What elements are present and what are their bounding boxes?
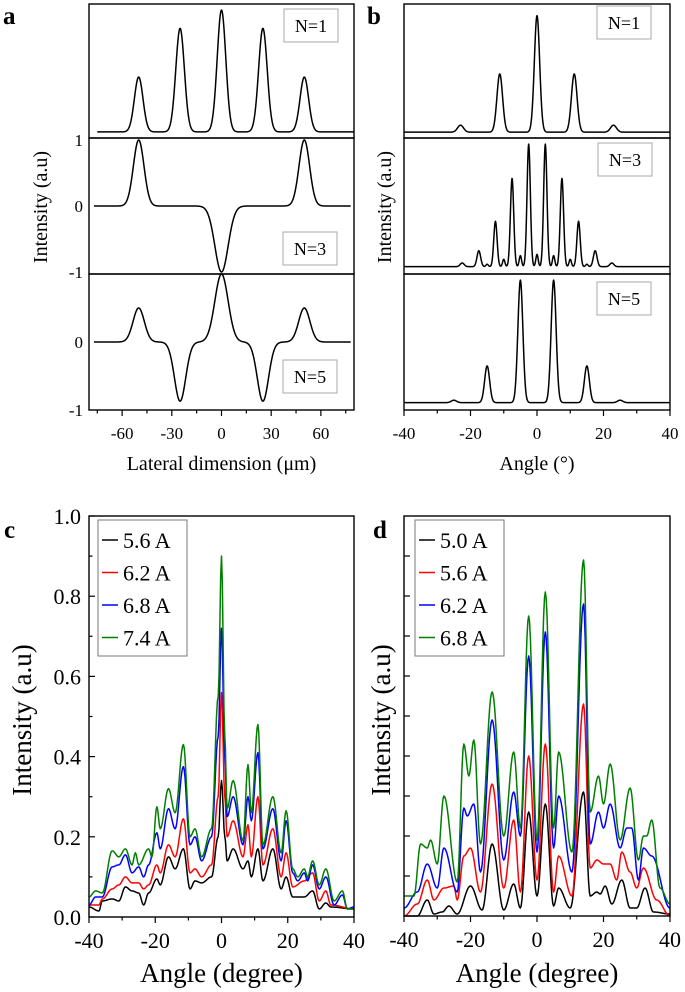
series-line-50A	[404, 791, 671, 917]
subplot-label: N=3	[294, 239, 326, 259]
x-tick-label: 0	[217, 424, 226, 443]
x-tick-label: -20	[141, 928, 170, 953]
y-tick-label: -1	[69, 401, 83, 420]
legend-item: 6.2 A	[102, 561, 171, 586]
legend-item: 7.4 A	[102, 626, 171, 651]
x-tick-label: -20	[459, 424, 482, 443]
panel-a: a N=1 1 0 -1 N=3 0 -1 N=5 -60 -30 0 30 60 Lateral dime…	[3, 3, 355, 475]
subplot-N3: N=3	[403, 137, 671, 275]
legend-item: 5.6 A	[102, 528, 171, 553]
subplot-label-box	[282, 359, 338, 394]
x-tick-label: 20	[593, 927, 615, 952]
subplot-N1: N=1	[403, 3, 671, 139]
x-tick-label: 0	[216, 928, 227, 953]
x-tick-label: 0	[533, 424, 542, 443]
series-line	[403, 279, 671, 404]
legend-item: 6.8 A	[102, 593, 171, 618]
x-tick-label: -40	[393, 424, 416, 443]
x-tick-label: -40	[389, 927, 418, 952]
subplot-N5: N=5	[403, 273, 671, 411]
series-line	[96, 9, 355, 133]
x-tick-label: 20	[595, 424, 612, 443]
legend-label: 5.0 A	[440, 528, 488, 553]
x-tick-label: 30	[263, 424, 280, 443]
legend-label: 6.2 A	[123, 561, 171, 586]
legend-label: 5.6 A	[123, 528, 171, 553]
y-axis-label: Intensity (a.u)	[30, 151, 52, 263]
legend-box	[97, 519, 188, 657]
subplot-label: N=5	[608, 289, 640, 309]
panel-label: d	[373, 517, 387, 544]
series-line	[403, 14, 671, 133]
subplot-N3: 1 0 -1 N=3	[69, 131, 355, 282]
panel-d: d -40 -20 0 20 40 Angle (degree) Intensity (a.u…	[366, 515, 681, 988]
subplot-label: N=3	[609, 150, 641, 170]
x-tick-label: 40	[662, 424, 679, 443]
y-tick-label: 0.2	[54, 825, 82, 850]
panel-c: c 0.0 0.2 0.4 0.6 0.8 1.0 -40 -20 0 20 40 Angle (deg…	[4, 504, 365, 988]
x-axis-label: Angle (degree)	[456, 958, 619, 988]
series-line-62A	[403, 603, 671, 909]
subplot-label-box	[282, 231, 338, 266]
legend-label: 5.6 A	[440, 561, 488, 586]
x-tick-label: -30	[160, 424, 183, 443]
x-tick-label: -40	[74, 928, 103, 953]
panel-label: a	[3, 3, 16, 30]
legend-item: 6.8 A	[419, 626, 488, 651]
y-tick-label: 0	[75, 197, 84, 216]
legend-item: 6.2 A	[419, 593, 488, 618]
series-line-68A	[88, 627, 355, 910]
legend-label: 6.8 A	[440, 626, 488, 651]
legend: 5.6 A 6.2 A 6.8 A 7.4 A	[97, 519, 188, 657]
x-tick-label: -20	[456, 927, 485, 952]
y-axis-label: Intensity (a.u)	[374, 151, 396, 263]
legend-item: 5.6 A	[419, 561, 488, 586]
series-line-56A	[403, 703, 671, 917]
y-tick-label: 1.0	[54, 504, 82, 529]
panel-label: b	[367, 3, 381, 30]
legend-label: 7.4 A	[123, 626, 171, 651]
subplot-label-box	[596, 281, 652, 316]
x-axis-label: Lateral dimension (μm)	[127, 453, 317, 475]
legend-label: 6.2 A	[440, 593, 488, 618]
y-tick-label: -1	[69, 263, 83, 282]
series-line-68A	[404, 559, 671, 905]
x-tick-label: 60	[312, 424, 329, 443]
x-tick-label: 0	[532, 927, 543, 952]
legend: 5.0 A 5.6 A 6.2 A 6.8 A	[414, 519, 505, 657]
subplot-N1: N=1	[88, 3, 355, 139]
x-tick-label: 40	[659, 927, 681, 952]
x-tick-label: -60	[111, 424, 134, 443]
series-line-62A	[89, 691, 355, 910]
x-tick-label: 40	[343, 928, 365, 953]
series-line	[93, 139, 352, 273]
series-line-74A	[88, 555, 354, 910]
y-tick-label: 0.4	[54, 745, 82, 770]
y-tick-label: 0.8	[54, 584, 82, 609]
y-axis-label: Intensity (a.u)	[366, 644, 396, 795]
y-tick-label: 0	[75, 333, 84, 352]
series-line	[403, 143, 671, 268]
x-axis-label: Angle (degree)	[140, 958, 303, 988]
panel-b: b N=1 N=3 N=5 -40 -20 0 20 40 Angle (°) Intensity …	[367, 3, 679, 475]
subplot-label-box	[283, 8, 339, 43]
y-axis-label: Intensity (a.u)	[7, 644, 37, 795]
x-tick-label: 20	[277, 928, 299, 953]
subplot-label: N=1	[608, 13, 640, 33]
subplot-label-box	[596, 5, 652, 40]
panel-label: c	[4, 517, 15, 544]
series-line-56A	[88, 779, 355, 912]
subplot-label: N=5	[294, 367, 326, 387]
x-axis-label: Angle (°)	[499, 453, 574, 475]
y-tick-label: 0.0	[54, 905, 82, 930]
legend-box	[414, 519, 505, 657]
subplot-label-box	[597, 142, 653, 177]
y-tick-label: 0.6	[54, 664, 82, 689]
legend-item: 5.0 A	[419, 528, 488, 553]
y-tick-label: 1	[75, 131, 84, 150]
subplot-N5: 0 -1 N=5	[69, 273, 355, 420]
subplot-label: N=1	[295, 16, 327, 36]
legend-label: 6.8 A	[123, 593, 171, 618]
